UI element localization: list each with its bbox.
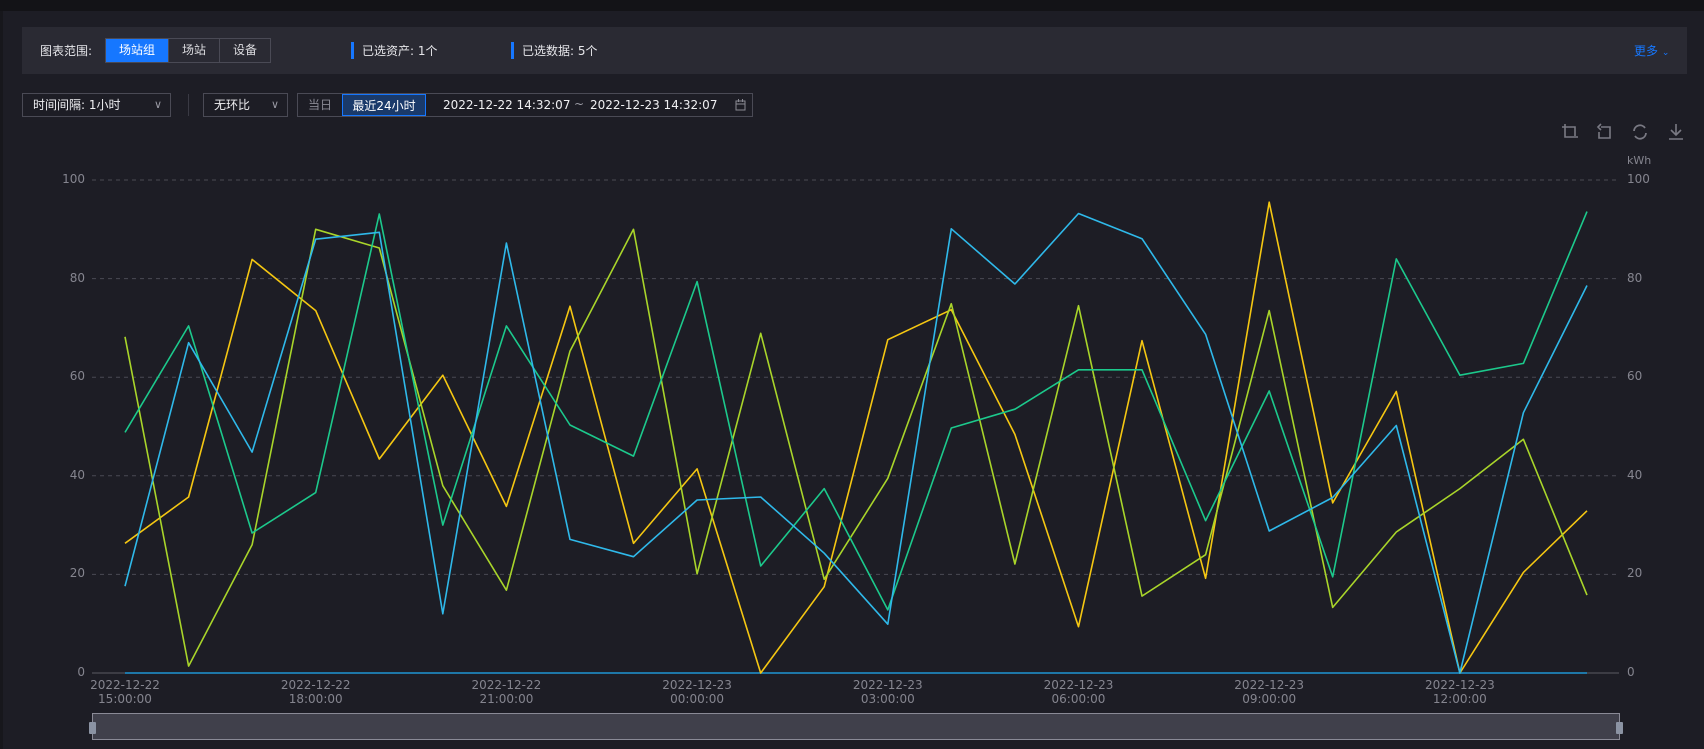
y-tick-label-left: 100	[62, 172, 85, 186]
compare-value: 无环比	[214, 98, 251, 112]
x-tick-label: 2022-12-22 18:00:00	[280, 678, 351, 706]
restore-icon[interactable]	[1630, 122, 1650, 142]
range-option-device[interactable]: 设备	[233, 43, 258, 57]
y-tick-label-left: 20	[69, 566, 85, 581]
chart-range-label: 图表范围:	[40, 44, 93, 58]
date-range-picker: 当日 最近24小时 2022-12-22 14:32:07 ~ 2022-12-…	[297, 93, 753, 117]
filter-panel	[22, 27, 1687, 74]
end-date-input[interactable]: 2022-12-23 14:32:07	[590, 98, 718, 112]
interval-select[interactable]: 时间间隔: 1小时 ∨	[22, 93, 171, 117]
x-tick-label: 2022-12-23 12:00:00	[1424, 678, 1495, 706]
x-tick-label: 2022-12-22 15:00:00	[90, 678, 160, 706]
start-date-input[interactable]: 2022-12-22 14:32:07	[443, 98, 571, 112]
selected-data-marker	[511, 42, 514, 59]
chevron-down-icon: ∨	[270, 98, 279, 111]
x-tick-label: 2022-12-23 03:00:00	[852, 678, 923, 706]
selected-assets: 已选资产: 1个	[362, 44, 438, 58]
data-zoom-slider[interactable]	[89, 713, 1623, 740]
y-tick-label-left: 60	[69, 369, 85, 384]
compare-select[interactable]: 无环比 ∨	[203, 93, 288, 117]
today-button[interactable]: 当日	[307, 98, 332, 112]
zoom-select-icon[interactable]	[1560, 122, 1580, 142]
y-tick-label-right: 20	[1627, 566, 1643, 581]
y-axis-unit: kWh	[1627, 154, 1652, 167]
more-button[interactable]: 更多 ⌄	[1634, 42, 1669, 59]
x-tick-label: 2022-12-23 00:00:00	[662, 678, 732, 706]
series-line-3	[124, 228, 1588, 667]
range-option-station[interactable]: 场站	[169, 39, 221, 62]
interval-value: 时间间隔: 1小时	[33, 98, 121, 112]
x-tick-label: 2022-12-23 06:00:00	[1043, 678, 1114, 706]
y-tick-label-right: 80	[1627, 270, 1643, 285]
y-tick-label-right: 100	[1627, 172, 1650, 186]
divider	[188, 94, 189, 116]
left-edge	[0, 11, 3, 749]
chart-range-segment: 场站组 场站 设备	[105, 38, 272, 63]
y-tick-label-left: 40	[69, 467, 85, 482]
last-24h-button[interactable]: 最近24小时	[342, 94, 426, 116]
slider-right-handle[interactable]	[1616, 722, 1623, 734]
y-tick-label-right: 60	[1627, 369, 1643, 384]
y-tick-label-right: 40	[1627, 467, 1643, 482]
range-option-station-group[interactable]: 场站组	[106, 39, 170, 62]
download-icon[interactable]	[1666, 122, 1686, 142]
zoom-reset-icon[interactable]	[1594, 122, 1614, 142]
top-bar	[0, 0, 1704, 11]
slider-left-handle[interactable]	[89, 722, 96, 734]
selected-assets-marker	[351, 42, 354, 59]
series-line-1	[124, 212, 1588, 674]
date-separator: ~	[574, 97, 585, 111]
calendar-icon[interactable]	[735, 99, 746, 111]
y-tick-label-right: 0	[1627, 665, 1635, 679]
chevron-down-icon: ⌄	[1661, 48, 1670, 58]
y-tick-label-left: 0	[77, 665, 85, 679]
selected-data: 已选数据: 5个	[522, 44, 598, 58]
more-label: 更多	[1634, 44, 1659, 58]
series-line-2	[124, 211, 1588, 611]
x-tick-label: 2022-12-23 09:00:00	[1234, 678, 1305, 706]
chevron-down-icon: ∨	[153, 98, 162, 111]
series-line-4	[124, 201, 1588, 674]
y-tick-label-left: 80	[69, 270, 85, 285]
x-tick-label: 2022-12-22 21:00:00	[471, 678, 542, 706]
